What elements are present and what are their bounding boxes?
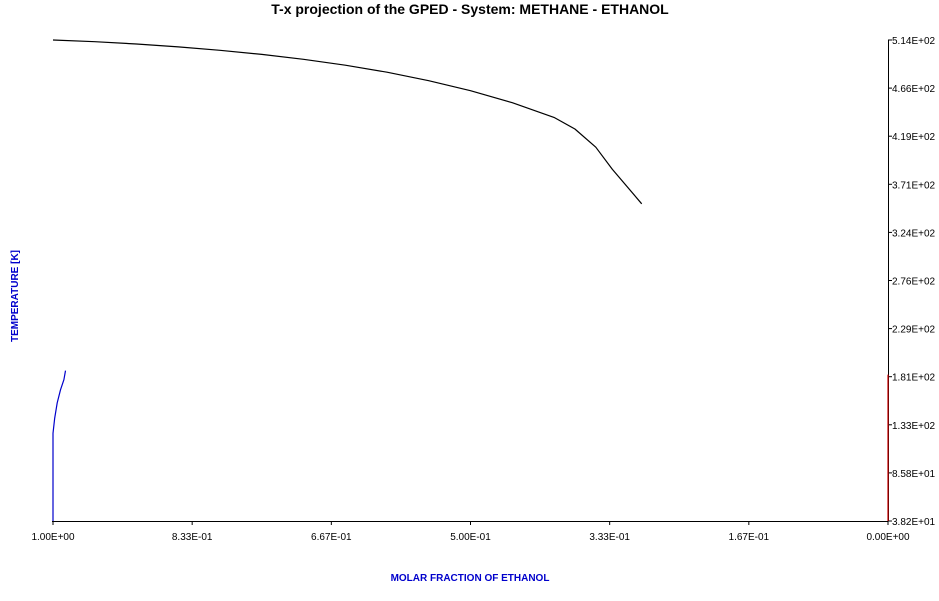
y-tick-label: 4.19E+02 <box>892 132 936 143</box>
series-line-0 <box>52 39 643 205</box>
x-tick-label: 1.67E-01 <box>729 532 770 543</box>
y-tick-label: 2.29E+02 <box>892 325 936 336</box>
y-axis-ticks: 5.14E+02 4.66E+02 4.19E+02 3.71E+02 3.24E+02… <box>888 36 936 528</box>
series-line-1 <box>52 370 67 521</box>
x-tick-label: 8.33E-01 <box>172 532 213 543</box>
y-tick-label: 5.14E+02 <box>892 36 936 47</box>
x-tick-label: 5.00E-01 <box>450 532 491 543</box>
series-layer <box>52 39 889 521</box>
y-tick-label: 1.33E+02 <box>892 421 936 432</box>
chart-title: T-x projection of the GPED - System: MET… <box>271 1 669 17</box>
y-tick-label: 3.24E+02 <box>892 228 936 239</box>
y-tick-label: 3.82E+01 <box>892 517 936 528</box>
y-axis-title: TEMPERATURE [K] <box>10 250 21 342</box>
x-tick-label: 1.00E+00 <box>31 532 75 543</box>
x-tick-label: 3.33E-01 <box>589 532 630 543</box>
y-tick-label: 8.58E+01 <box>892 469 936 480</box>
x-tick-label: 6.67E-01 <box>311 532 352 543</box>
y-tick-label: 4.66E+02 <box>892 84 936 95</box>
y-tick-label: 1.81E+02 <box>892 373 936 384</box>
x-tick-label: 0.00E+00 <box>866 532 910 543</box>
x-axis-ticks: 1.00E+00 8.33E-01 6.67E-01 5.00E-01 3.33E-01… <box>31 521 910 543</box>
y-tick-label: 3.71E+02 <box>892 180 936 191</box>
y-tick-label: 2.76E+02 <box>892 277 936 288</box>
x-axis-title: MOLAR FRACTION OF ETHANOL <box>391 573 550 584</box>
